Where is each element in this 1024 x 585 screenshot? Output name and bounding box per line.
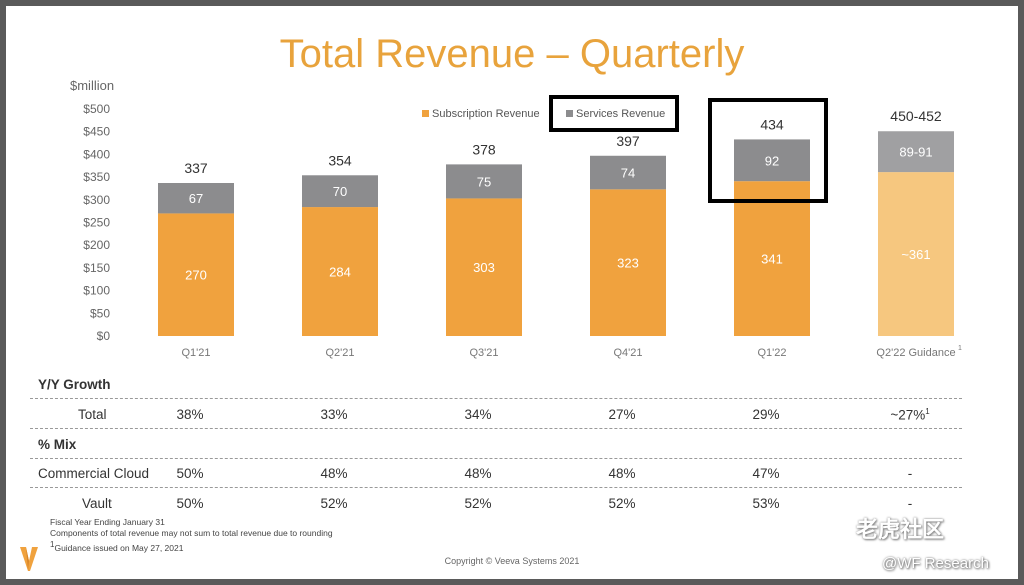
data-label-services: 75 xyxy=(477,174,491,189)
y-tick-label: $100 xyxy=(83,284,110,298)
bar-subscription xyxy=(446,198,522,336)
data-label-subscription: ~361 xyxy=(901,247,930,262)
footnote-rounding: Components of total revenue may not sum … xyxy=(50,528,333,538)
vault-label: Vault xyxy=(82,496,112,511)
data-label-subscription: 341 xyxy=(761,252,783,267)
revenue-chart: $million $0 $50 $100 $150 $200 $250 $300 $350 $4… xyxy=(70,78,962,359)
data-label-total: 450-452 xyxy=(890,108,942,124)
q1-22-highlight-box xyxy=(708,98,828,203)
y-tick-label: $150 xyxy=(83,261,110,275)
cloud-q3-21: 48% xyxy=(464,466,492,481)
data-label-total: 354 xyxy=(328,152,352,168)
footnotes: Fiscal Year Ending January 31 Components… xyxy=(50,517,333,554)
x-tick-label: Q4'21 xyxy=(613,347,642,359)
data-label-services: 70 xyxy=(333,184,347,199)
watermark-site: 老虎社区 xyxy=(856,517,945,542)
cloud-q4-21: 48% xyxy=(608,466,636,481)
data-label-subscription: 303 xyxy=(473,260,495,275)
y-axis-unit-label: $million xyxy=(70,78,114,93)
y-tick-label: $350 xyxy=(83,170,110,184)
vault-row: Vault 50% 52% 52% 52% 53% - xyxy=(30,489,962,517)
total-growth-q4-21: 27% xyxy=(608,407,636,422)
vault-q2-21: 52% xyxy=(320,496,348,511)
bar-subscription xyxy=(302,207,378,336)
mix-header: % Mix xyxy=(38,437,77,452)
data-label-subscription: 270 xyxy=(185,268,207,283)
x-tick-label: Q2'21 xyxy=(325,347,354,359)
slide: Total Revenue – Quarterly $million $0 $50… xyxy=(6,6,1018,579)
data-label-total: 378 xyxy=(472,141,496,157)
bar-services xyxy=(302,175,378,208)
bar-services xyxy=(158,183,234,214)
x-tick-label: Q1'22 xyxy=(757,347,786,359)
cloud-q2-22: - xyxy=(907,466,913,481)
vault-q4-21: 52% xyxy=(608,496,636,511)
cloud-q2-21: 48% xyxy=(320,466,348,481)
cloud-q1-22: 47% xyxy=(752,466,780,481)
y-tick-label: $500 xyxy=(83,102,110,116)
commercial-cloud-label: Commercial Cloud xyxy=(38,466,150,481)
bar-services xyxy=(446,164,522,199)
yy-growth-header: Y/Y Growth xyxy=(38,377,111,392)
legend-services-swatch xyxy=(566,110,573,117)
commercial-cloud-row: Commercial Cloud 50% 48% 48% 48% 47% - xyxy=(30,459,962,488)
yy-growth-header-row: Y/Y Growth xyxy=(30,370,962,399)
legend-subscription-label: Subscription Revenue xyxy=(432,108,540,120)
data-label-services: 67 xyxy=(189,191,203,206)
vault-q3-21: 52% xyxy=(464,496,492,511)
data-label-total: 397 xyxy=(616,133,640,149)
bar-services xyxy=(878,131,954,173)
vault-q2-22: - xyxy=(907,496,913,511)
x-tick-label: Q3'21 xyxy=(469,347,498,359)
data-label-total: 337 xyxy=(184,160,208,176)
vault-q1-22: 53% xyxy=(752,496,780,511)
data-label-services: 89-91 xyxy=(899,145,932,160)
total-growth-label: Total xyxy=(78,407,107,422)
copyright: Copyright © Veeva Systems 2021 xyxy=(444,556,580,566)
footnote-guidance: 1Guidance issued on May 27, 2021 xyxy=(50,540,184,553)
y-tick-label: $450 xyxy=(83,125,110,139)
total-growth-q3-21: 34% xyxy=(464,407,492,422)
x-tick-label: Q2'22 Guidance xyxy=(876,347,955,359)
total-growth-q1-22: 29% xyxy=(752,407,780,422)
total-growth-row: Total 38% 33% 34% 27% 29% ~27%1 xyxy=(30,400,962,429)
watermark-handle: @WF Research xyxy=(882,555,989,572)
legend-services-label: Services Revenue xyxy=(576,108,665,120)
mix-header-row: % Mix xyxy=(30,430,962,459)
legend-services-highlight-box xyxy=(549,95,679,132)
total-growth-q2-21: 33% xyxy=(320,407,348,422)
page-title: Total Revenue – Quarterly xyxy=(279,32,745,76)
bar-subscription xyxy=(734,181,810,336)
y-tick-label: $400 xyxy=(83,147,110,161)
data-label-total: 434 xyxy=(760,116,784,132)
x-tick-label: Q1'21 xyxy=(181,347,210,359)
bar-services xyxy=(590,155,666,190)
legend-subscription-swatch xyxy=(422,110,429,117)
bar-services xyxy=(734,139,810,182)
bar-subscription xyxy=(590,189,666,336)
y-tick-label: $300 xyxy=(83,193,110,207)
x-tick-footnote-marker: 1 xyxy=(958,345,962,352)
y-tick-label: $0 xyxy=(97,329,111,343)
bar-subscription xyxy=(878,172,954,336)
y-tick-label: $250 xyxy=(83,216,110,230)
vault-q1-21: 50% xyxy=(176,496,204,511)
data-label-subscription: 284 xyxy=(329,265,351,280)
data-label-subscription: 323 xyxy=(617,256,639,271)
data-label-services: 92 xyxy=(765,153,779,168)
total-growth-q1-21: 38% xyxy=(176,407,204,422)
y-tick-label: $50 xyxy=(90,306,110,320)
data-label-services: 74 xyxy=(621,166,635,181)
y-tick-label: $200 xyxy=(83,238,110,252)
cloud-q1-21: 50% xyxy=(176,466,204,481)
footnote-fiscal-year: Fiscal Year Ending January 31 xyxy=(50,517,165,527)
total-growth-q2-22: ~27%1 xyxy=(890,407,930,423)
veeva-logo-icon xyxy=(20,547,38,571)
bar-subscription xyxy=(158,213,234,336)
